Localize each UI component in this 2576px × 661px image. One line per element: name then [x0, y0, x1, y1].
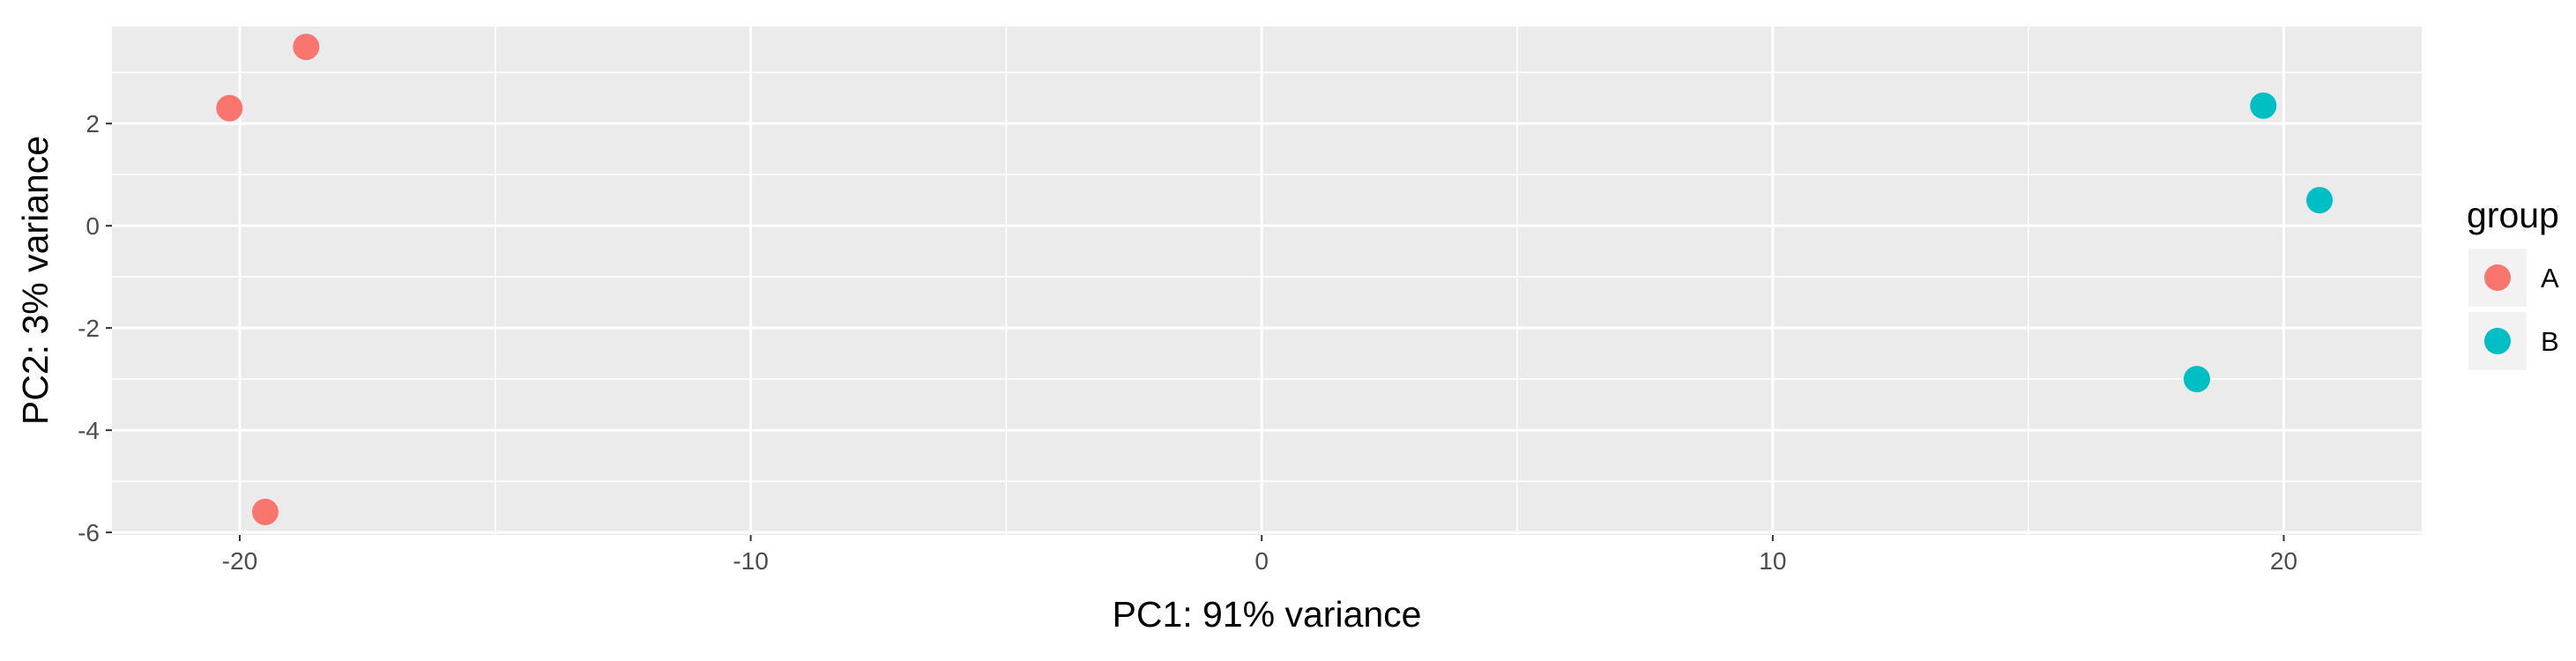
legend-label-b: B — [2541, 326, 2559, 357]
x-axis-title: PC1: 91% variance — [1113, 594, 1422, 635]
y-tick-label: 0 — [86, 212, 100, 240]
legend-title: group — [2467, 195, 2559, 235]
x-tick-label: 0 — [1254, 547, 1269, 575]
y-tick-label: -2 — [78, 315, 100, 342]
major-gridlines — [112, 26, 2422, 535]
data-point-b — [2250, 92, 2277, 119]
legend-label-a: A — [2541, 263, 2559, 293]
x-axis-ticks: -20 -10 0 10 20 — [222, 535, 2297, 575]
y-tick-label: 2 — [86, 110, 100, 137]
plot-panel — [112, 26, 2422, 535]
y-axis-ticks: -6 -4 -2 0 2 — [78, 110, 112, 546]
minor-gridlines — [112, 26, 2422, 535]
x-tick-label: -20 — [222, 547, 257, 575]
x-tick-label: 20 — [2270, 547, 2297, 575]
data-point-a — [216, 94, 243, 122]
data-points — [216, 33, 2334, 525]
data-point-a — [293, 33, 320, 61]
data-point-b — [2183, 366, 2210, 393]
y-tick-label: -4 — [78, 417, 100, 444]
y-axis-title: PC2: 3% variance — [15, 136, 56, 425]
data-point-a — [251, 498, 279, 525]
legend-marker-a — [2484, 264, 2511, 291]
y-tick-label: -6 — [78, 519, 100, 546]
x-tick-label: -10 — [733, 547, 768, 575]
legend: group A B — [2467, 195, 2559, 370]
data-point-b — [2306, 187, 2334, 214]
legend-marker-b — [2484, 328, 2511, 354]
x-tick-label: 10 — [1759, 547, 1786, 575]
